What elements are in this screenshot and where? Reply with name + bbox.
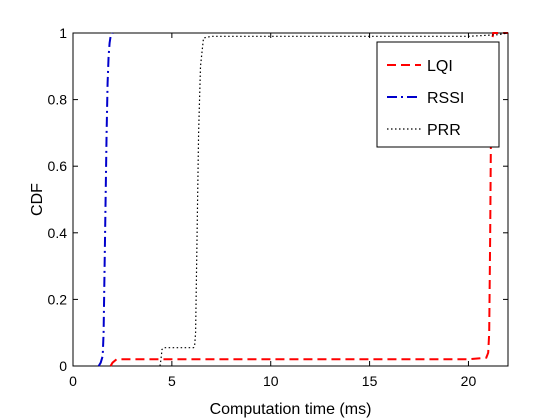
x-axis-label: Computation time (ms) [210, 401, 372, 418]
y-tick-label: 0.8 [48, 92, 68, 108]
x-tick-label: 15 [362, 373, 378, 389]
y-tick-label: 0.4 [48, 225, 68, 241]
legend-box [376, 41, 500, 148]
x-tick-label: 5 [168, 373, 176, 389]
legend: LQI RSSI PRR [376, 41, 500, 148]
y-tick-label: 0.2 [48, 291, 68, 307]
series-line-rssi [97, 32, 114, 367]
y-tick-label: 1 [59, 25, 67, 41]
ticks-layer: 0 5 10 15 20 0 0.2 0.4 0.6 0.8 1 [48, 25, 508, 389]
legend-label-prr: PRR [427, 122, 461, 139]
x-tick-label: 20 [461, 373, 477, 389]
y-axis-label: CDF [29, 183, 46, 216]
x-tick-label: 0 [69, 373, 77, 389]
legend-label-rssi: RSSI [427, 90, 464, 107]
y-tick-label: 0.6 [48, 158, 68, 174]
x-tick-label: 10 [263, 373, 279, 389]
y-tick-label: 0 [59, 358, 67, 374]
legend-label-lqi: LQI [427, 58, 453, 75]
